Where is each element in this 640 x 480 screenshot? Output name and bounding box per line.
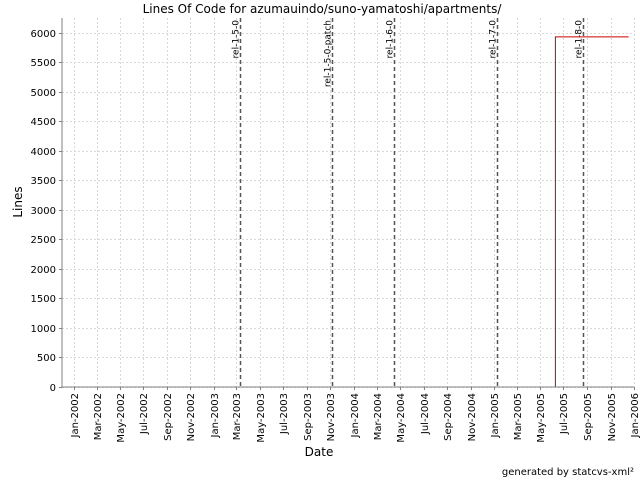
y-tick-label: 6000 (31, 29, 56, 40)
release-marker-label: rel-1-5-0-patch (324, 20, 334, 87)
x-tick-label: Jan-2004 (350, 393, 361, 438)
x-tick-label: Sep-2005 (583, 393, 594, 441)
y-tick-label: 1000 (31, 324, 56, 335)
x-tick-label: May-2004 (396, 393, 407, 443)
x-tick-label: Nov-2003 (326, 393, 337, 441)
x-tick-label: Mar-2005 (513, 393, 524, 440)
y-tick-label: 5000 (31, 88, 56, 99)
y-tick-label: 4500 (31, 117, 56, 128)
release-marker-label: rel-1-7-0 (489, 20, 499, 59)
x-tick-label: Mar-2002 (93, 393, 104, 440)
y-axis-ticks: 0 500 1000 1500 2000 2500 3000 3500 4000 4500 5000… (31, 29, 62, 394)
generator-credit: generated by statcvs-xml² (502, 467, 634, 478)
x-tick-label: Jan-2002 (70, 393, 81, 438)
x-tick-label: Sep-2002 (163, 393, 174, 441)
chart-title: Lines Of Code for azumauindo/suno-yamato… (143, 2, 503, 16)
x-tick-label: Sep-2004 (443, 393, 454, 441)
y-tick-label: 2500 (31, 235, 56, 246)
y-tick-label: 4000 (31, 147, 56, 158)
x-tick-label: Jan-2006 (630, 393, 640, 438)
x-tick-label: Mar-2003 (232, 393, 243, 440)
x-tick-label: Jul-2004 (420, 393, 431, 435)
x-tick-label: Jul-2003 (279, 393, 290, 435)
y-axis-label: Lines (11, 186, 25, 217)
x-tick-label: Jan-2005 (490, 393, 501, 438)
release-marker-label: rel-1-6-0 (386, 20, 396, 59)
x-tick-label: Mar-2004 (373, 393, 384, 440)
y-tick-label: 500 (37, 353, 56, 364)
x-tick-label: May-2002 (116, 393, 127, 443)
x-tick-label: May-2005 (536, 393, 547, 443)
x-tick-label: Jan-2003 (210, 393, 221, 438)
x-tick-label: Jul-2002 (139, 393, 150, 435)
y-tick-label: 3500 (31, 176, 56, 187)
y-tick-label: 3000 (31, 206, 56, 217)
y-tick-label: 1500 (31, 294, 56, 305)
plot-area (62, 18, 634, 387)
release-marker-label: rel-1-5-0 (232, 20, 242, 59)
release-markers: rel-1-5-0 rel-1-5-0-patch rel-1-6-0 rel-1-7… (232, 18, 585, 387)
x-tick-label: Jul-2005 (559, 393, 570, 435)
x-axis-ticks: Jan-2002 Mar-2002 May-2002 Jul-2002 Sep-2002… (70, 387, 640, 443)
x-tick-label: Nov-2004 (467, 393, 478, 441)
x-tick-label: Sep-2003 (303, 393, 314, 441)
x-tick-label: Nov-2002 (186, 393, 197, 441)
y-tick-label: 2000 (31, 265, 56, 276)
grid (62, 18, 635, 388)
y-tick-label: 5500 (31, 58, 56, 69)
x-axis-label: Date (305, 445, 334, 459)
x-tick-label: Nov-2005 (607, 393, 618, 441)
y-tick-label: 0 (50, 383, 56, 394)
release-marker-label: rel-1-8-0 (575, 20, 585, 59)
x-tick-label: May-2003 (256, 393, 267, 443)
